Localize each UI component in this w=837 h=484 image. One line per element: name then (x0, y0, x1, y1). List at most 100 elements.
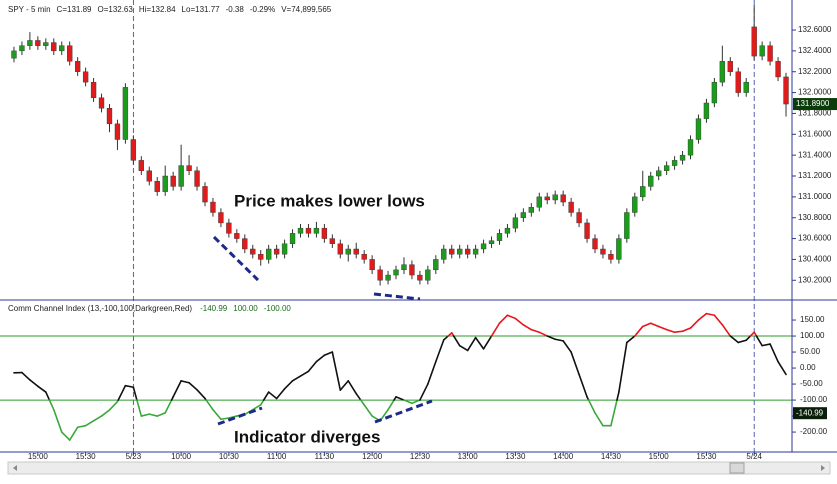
level-label: -100.00 (264, 304, 292, 313)
indicator-segment (379, 408, 389, 422)
candle-body (98, 97, 105, 109)
candle-body (568, 201, 574, 213)
indicator-segment (657, 325, 668, 331)
header-item: C=131.89 (57, 5, 92, 14)
indicator-segment (307, 360, 318, 373)
indicator-segment (48, 399, 55, 411)
indicator-segment (755, 335, 763, 347)
indicator-segment (359, 399, 365, 406)
indicator-segment (339, 380, 350, 391)
trend-line (217, 406, 263, 426)
indicator-segment (395, 396, 405, 401)
indicator-title: Comm Channel Index (13,-100,100,Darkgree… (8, 304, 192, 313)
x-tick-label: 15:00 (649, 452, 670, 461)
indicator-segment (538, 331, 549, 337)
indicator-value: -140.99 (200, 304, 228, 313)
y-tick-label: -50.00 (800, 379, 823, 388)
candle-body (441, 248, 447, 260)
candle-body (743, 81, 749, 93)
last-price-label: 131.8900 (796, 99, 830, 108)
indicator-segment (291, 375, 302, 382)
indicator-segment (331, 351, 342, 391)
scrollbar[interactable] (7, 461, 831, 475)
candle-body (226, 222, 232, 234)
candle-body (67, 45, 73, 62)
candle-body (19, 45, 25, 52)
indicator-segment (427, 360, 437, 385)
y-tick-label: 131.2000 (798, 171, 832, 180)
candle-body (202, 186, 208, 203)
indicator-segment (21, 371, 31, 381)
last-value-label: -140.99 (796, 408, 824, 417)
indicator-segment (164, 399, 173, 414)
scrollbar-thumb[interactable] (729, 462, 745, 474)
indicator-segment (355, 392, 362, 401)
header-item: O=132.63 (97, 5, 133, 14)
candle-body (138, 160, 144, 171)
candle-body (162, 175, 168, 192)
candle-body (106, 108, 113, 125)
candle-body (385, 274, 391, 281)
scroll-left[interactable] (13, 465, 17, 471)
indicator-segment (323, 351, 334, 357)
candle-body (735, 71, 741, 93)
trend-line (373, 292, 421, 301)
candle-body (536, 196, 542, 208)
indicator-segment (92, 415, 103, 422)
candle-body (616, 238, 622, 260)
x-tick-label: 14:00 (553, 452, 574, 461)
candle-body (266, 248, 272, 260)
candle-body (759, 45, 765, 57)
y-tick-label: 50.00 (800, 347, 821, 356)
indicator-segment (641, 322, 652, 328)
indicator-segment (108, 400, 119, 411)
x-tick-label: 12:30 (410, 452, 431, 461)
candle-body (488, 240, 495, 244)
scroll-right[interactable] (821, 465, 825, 471)
candle-body (512, 217, 519, 229)
indicator-segment (474, 336, 485, 350)
candle-body (281, 243, 288, 255)
indicator-segment (522, 324, 533, 331)
indicator-segment (673, 330, 684, 334)
indicator-segment (435, 339, 445, 363)
indicator-segment (267, 391, 278, 400)
indicator-segment (562, 340, 572, 353)
indicator-segment (117, 384, 127, 401)
indicator-segment (315, 354, 326, 363)
level-label: 100.00 (233, 304, 258, 313)
header-item: V=74,899,565 (281, 5, 332, 14)
last-value-box (793, 407, 827, 420)
indicator-segment (419, 383, 429, 401)
candle-body (43, 42, 49, 46)
candle-body (329, 238, 336, 244)
header-item: SPY - 5 min (8, 5, 51, 14)
indicator-segment (610, 399, 618, 427)
indicator-segment (466, 336, 477, 352)
indicator-segment (705, 312, 716, 317)
candle-body (544, 196, 550, 201)
candle-body (114, 123, 121, 140)
indicator-segment (490, 322, 501, 337)
indicator-segment (697, 312, 708, 321)
candle-body (313, 227, 320, 234)
indicator-segment (205, 399, 214, 411)
y-tick-label: 130.4000 (798, 255, 832, 264)
x-tick-label: 13:30 (505, 452, 526, 461)
candle-body (11, 50, 17, 59)
indicator-segment (196, 389, 206, 400)
candle-body (472, 248, 479, 255)
candle-body (305, 227, 312, 234)
header-item: Lo=131.77 (182, 5, 221, 14)
indicator-segment (299, 370, 310, 377)
candle-body (258, 254, 264, 260)
indicator-segment (347, 380, 358, 395)
indicator-segment (713, 314, 724, 326)
indicator-segment (649, 322, 660, 328)
candle-body (353, 248, 359, 255)
candle-body (711, 81, 718, 104)
indicator-segment (52, 408, 63, 433)
indicator-segment (68, 426, 79, 441)
indicator-segment (681, 327, 692, 333)
candle-body (82, 71, 89, 83)
